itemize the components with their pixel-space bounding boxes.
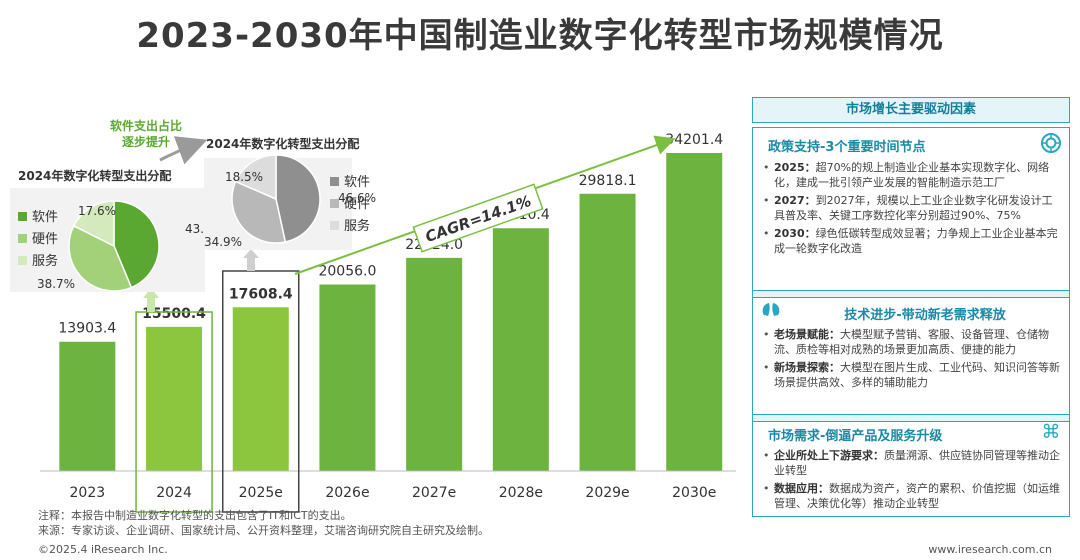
tech-icon <box>760 299 782 321</box>
legend-swatch <box>330 199 339 208</box>
x-tick-label: 2030e <box>672 485 716 501</box>
list-item: 2025：超70%的规上制造业企业基本实现数字化、网络化，建成一批引领产业发展的… <box>762 160 1062 190</box>
bar-2027e <box>406 257 463 471</box>
command-icon: ⌘ <box>1041 421 1061 443</box>
demand-section-title: 市场需求-倒逼产品及服务升级 <box>768 429 943 444</box>
bar-2026e <box>319 284 376 471</box>
bar-chart: 13903.415500.417608.420056.022924.026110… <box>10 118 736 513</box>
legend-swatch <box>18 256 27 265</box>
x-tick-label: 2023 <box>70 485 106 501</box>
legend-label: 软件 <box>32 210 58 225</box>
x-tick-label: 2026e <box>325 485 369 501</box>
page-title: 2023-2030年中国制造业数字化转型市场规模情况 <box>136 16 944 56</box>
pie-slice-服务 <box>234 154 277 201</box>
cagr-box <box>412 183 544 253</box>
list-item: 2027：到2027年，规模以上工业企业数字化研发设计工具普及率、关键工序数控化… <box>762 193 1062 223</box>
bar-value-label: 15500.4 <box>142 306 206 322</box>
pie-slice-label: 18.5% <box>225 170 263 184</box>
bar-2030e <box>666 153 723 471</box>
list-item: 数据应用：数据成为资产，资产的累积、价值挖掘（如运维管理、决策优化等）推动企业转… <box>762 481 1062 511</box>
copyright: ©2025.4 iResearch Inc. <box>38 543 168 556</box>
section-divider <box>752 415 1070 421</box>
legend-label: 服务 <box>344 218 370 234</box>
tech-list: 老场景赋能：大模型赋予营销、客服、设备管理、仓储物流、质检等相对成熟的场景更加高… <box>762 327 1062 393</box>
legend-label: 硬件 <box>32 232 58 247</box>
x-tick-label: 2029e <box>585 485 629 501</box>
highlight-frame-2024 <box>135 311 213 513</box>
pie-slice-label: 34.9% <box>204 235 242 249</box>
policy-list: 2025：超70%的规上制造业企业基本实现数字化、网络化，建成一批引领产业发展的… <box>762 160 1062 259</box>
bar-value-label: 29818.1 <box>579 173 637 189</box>
chart-source: 来源：专家访谈、企业调研、国家统计局、公开资料整理，艾瑞咨询研究院自主研究及绘制… <box>38 524 489 537</box>
x-tick-label: 2028e <box>499 485 543 501</box>
bar-value-label: 13903.4 <box>58 321 116 337</box>
bar-value-label: 17608.4 <box>229 286 293 302</box>
bar-value-label: 20056.0 <box>318 264 376 280</box>
bar-2028e <box>492 228 549 471</box>
legend-label: 软件 <box>344 175 370 190</box>
bar-value-label: 34201.4 <box>665 132 723 148</box>
list-item: 新场景探索：大模型在图片生成、工业代码、知识问答等新场景提供高效、多样的辅助能力 <box>762 360 1062 390</box>
up-arrow-2025e <box>243 249 259 271</box>
pie-slice-label: 46.6% <box>338 191 376 205</box>
drivers-panel-header: 市场增长主要驱动因素 <box>752 97 1070 123</box>
policy-icon <box>1040 132 1062 154</box>
x-tick-label: 2024 <box>156 485 192 501</box>
up-arrow-2024 <box>143 288 159 312</box>
annotation-line-2: 逐步提升 <box>122 134 170 149</box>
pie-slice-硬件 <box>68 224 133 292</box>
list-item: 2030：绿色低碳转型成效显著；力争规上工业企业基本完成一轮数字化改造 <box>762 226 1062 256</box>
x-tick-label: 2027e <box>412 485 456 501</box>
legend-swatch <box>18 234 27 243</box>
pie-slice-服务 <box>72 200 115 248</box>
demand-list: 企业所处上下游要求：质量溯源、供应链协同管理等推动企业转型 数据应用：数据成为资… <box>762 448 1062 514</box>
highlight-frame-2025e <box>222 270 300 513</box>
annotation-line-1: 软件支出占比 <box>110 118 182 133</box>
pie-title: 2024年数字化转型支出分配 <box>18 168 171 183</box>
bar-2023 <box>59 341 116 471</box>
pie-slice-硬件 <box>231 180 287 244</box>
pie-slice-label: 17.6% <box>78 204 116 218</box>
legend-swatch <box>330 177 339 186</box>
pie-title: 2024年数字化转型支出分配 <box>206 136 359 151</box>
list-item: 企业所处上下游要求：质量溯源、供应链协同管理等推动企业转型 <box>762 448 1062 478</box>
annotation-arrow <box>159 136 208 165</box>
pie-slice-软件 <box>275 154 321 243</box>
list-item: 老场景赋能：大模型赋予营销、客服、设备管理、仓储物流、质检等相对成熟的场景更加高… <box>762 327 1062 357</box>
pie-slice-软件 <box>113 200 160 289</box>
bar-2029e <box>579 193 636 472</box>
pie-slice-label: 38.7% <box>37 277 75 291</box>
chart-note: 注释：本报告中制造业数字化转型的支出包含了IT和ICT的支出。 <box>38 509 352 522</box>
policy-section-title: 政策支持-3个重要时间节点 <box>768 140 926 155</box>
legend-swatch <box>18 212 27 221</box>
legend-label: 硬件 <box>344 197 370 212</box>
x-tick-label: 2025e <box>239 485 283 501</box>
legend-swatch <box>330 221 339 230</box>
legend-label: 服务 <box>32 253 58 269</box>
bar-2025e <box>232 307 289 471</box>
bar-2024 <box>146 326 203 471</box>
website: www.iresearch.com.cn <box>928 543 1052 556</box>
section-divider <box>752 291 1070 297</box>
tech-section-title: 技术进步-带动新老需求释放 <box>844 308 1006 323</box>
